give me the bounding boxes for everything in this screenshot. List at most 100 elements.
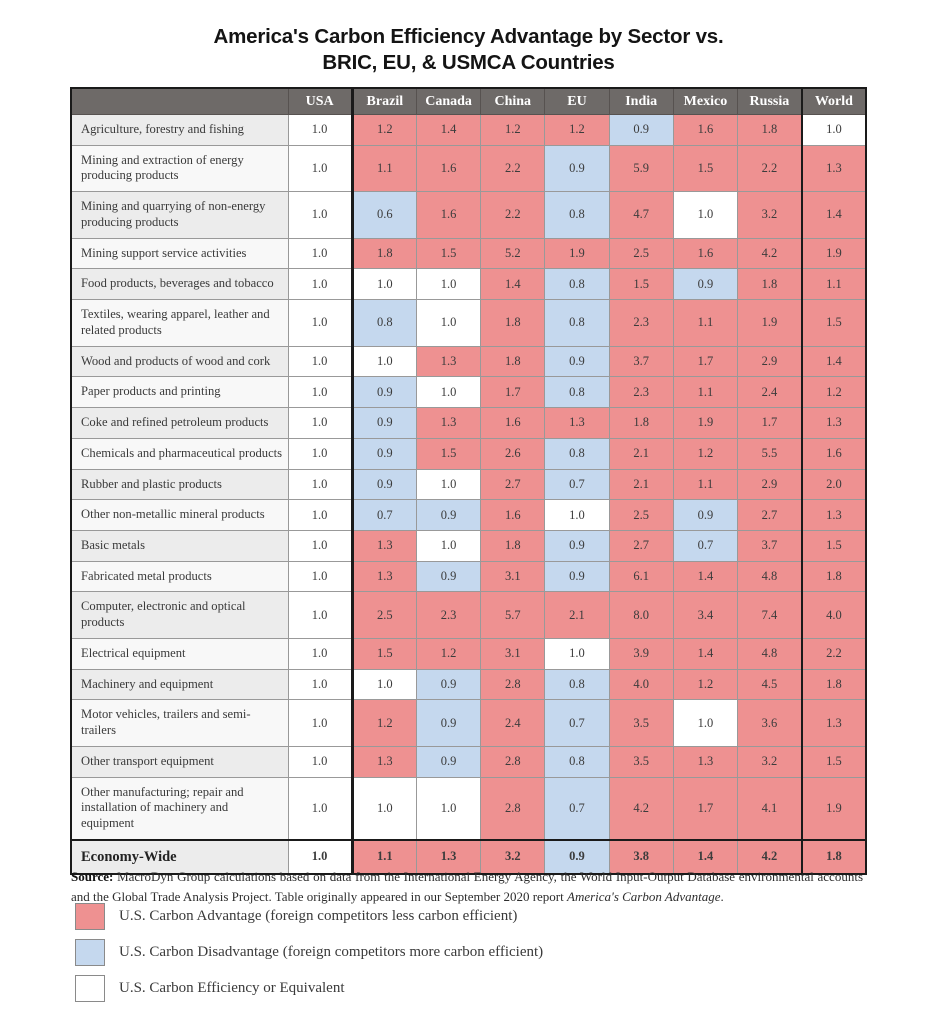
value-cell-mexico: 3.4 bbox=[672, 591, 739, 639]
value-cell-mexico: 1.1 bbox=[672, 299, 739, 347]
value-cell-mexico: 1.5 bbox=[672, 144, 739, 193]
value-cell-eu: 1.0 bbox=[544, 637, 610, 670]
value-cell-eu: 0.8 bbox=[544, 299, 610, 347]
source-note: Source: MacroDyn Group calculations base… bbox=[71, 867, 863, 906]
value-cell-usa: 1.0 bbox=[287, 668, 354, 701]
table-row: Mining and extraction of energy producin… bbox=[70, 144, 867, 193]
column-header-india: India bbox=[608, 87, 674, 115]
value-cell-india: 6.1 bbox=[608, 560, 674, 593]
value-cell-mexico: 1.9 bbox=[672, 407, 739, 439]
value-cell-brazil: 1.0 bbox=[351, 668, 417, 701]
value-cell-india: 4.2 bbox=[608, 776, 674, 841]
value-cell-russia: 4.1 bbox=[737, 776, 803, 841]
value-cell-eu: 0.8 bbox=[544, 268, 610, 301]
value-cell-brazil: 0.8 bbox=[351, 299, 417, 347]
carbon-efficiency-table: USA Brazil Canada China EU India Mexico Russia W… bbox=[70, 87, 867, 875]
value-cell-india: 5.9 bbox=[608, 144, 674, 193]
source-text: MacroDyn Group calculations based on dat… bbox=[71, 869, 863, 904]
value-cell-eu: 0.7 bbox=[544, 776, 610, 841]
value-cell-world: 1.9 bbox=[801, 237, 867, 270]
legend-item-equivalent: U.S. Carbon Efficiency or Equivalent bbox=[75, 974, 543, 1002]
value-cell-eu: 0.9 bbox=[544, 345, 610, 378]
value-cell-china: 2.2 bbox=[480, 191, 546, 239]
value-cell-china: 5.7 bbox=[480, 591, 546, 639]
page-title-line1: America's Carbon Efficiency Advantage by… bbox=[213, 24, 724, 48]
table-row: Chemicals and pharmaceutical products 1.0… bbox=[70, 437, 867, 470]
source-label: Source: bbox=[71, 869, 114, 884]
value-cell-india: 1.5 bbox=[608, 268, 674, 301]
table-row: Other transport equipment 1.0 1.3 0.9 2.8 0.8… bbox=[70, 745, 867, 778]
value-cell-world: 1.8 bbox=[801, 668, 867, 701]
value-cell-eu: 1.3 bbox=[544, 407, 610, 439]
value-cell-world: 1.8 bbox=[801, 560, 867, 593]
value-cell-russia: 7.4 bbox=[737, 591, 803, 639]
value-cell-eu: 1.2 bbox=[544, 114, 610, 146]
value-cell-brazil: 1.3 bbox=[351, 745, 417, 778]
table-row-economy-wide: Economy-Wide 1.0 1.1 1.3 3.2 0.9 3.8 1.4 4.2 1.8 bbox=[70, 839, 867, 875]
value-cell-india: 0.9 bbox=[608, 114, 674, 146]
value-cell-brazil: 1.3 bbox=[351, 530, 417, 562]
legend-item-disadvantage: U.S. Carbon Disadvantage (foreign compet… bbox=[75, 938, 543, 966]
sector-label: Other manufacturing; repair and installa… bbox=[70, 776, 289, 841]
value-cell-china: 1.4 bbox=[480, 268, 546, 301]
table-row: Mining support service activities 1.0 1.8 1… bbox=[70, 237, 867, 270]
value-cell-brazil: 1.1 bbox=[351, 144, 417, 193]
value-cell-usa: 1.0 bbox=[287, 376, 354, 409]
value-cell-usa: 1.0 bbox=[287, 407, 354, 439]
sector-label: Wood and products of wood and cork bbox=[70, 345, 289, 378]
value-cell-usa: 1.0 bbox=[287, 637, 354, 670]
value-cell-india: 3.7 bbox=[608, 345, 674, 378]
table-row: Agriculture, forestry and fishing 1.0 1.2 1… bbox=[70, 114, 867, 146]
value-cell-china: 2.8 bbox=[480, 745, 546, 778]
value-cell-eu: 0.9 bbox=[544, 560, 610, 593]
value-cell-canada: 1.0 bbox=[415, 268, 482, 301]
value-cell-russia: 2.7 bbox=[737, 499, 803, 532]
value-cell-usa: 1.0 bbox=[287, 699, 354, 747]
value-cell-usa: 1.0 bbox=[287, 345, 354, 378]
column-header-world: World bbox=[801, 87, 867, 115]
value-cell-india: 4.7 bbox=[608, 191, 674, 239]
sector-label: Textiles, wearing apparel, leather and r… bbox=[70, 299, 289, 347]
value-cell-mexico: 1.3 bbox=[672, 745, 739, 778]
value-cell-canada: 1.6 bbox=[415, 144, 482, 193]
value-cell-brazil: 0.6 bbox=[351, 191, 417, 239]
value-cell-world: 1.1 bbox=[801, 268, 867, 301]
value-cell-canada: 1.3 bbox=[415, 345, 482, 378]
value-cell-canada: 1.0 bbox=[415, 299, 482, 347]
value-cell-world: 1.3 bbox=[801, 144, 867, 193]
legend-label: U.S. Carbon Disadvantage (foreign compet… bbox=[119, 943, 544, 960]
sector-label: Paper products and printing bbox=[70, 376, 289, 409]
sector-label: Coke and refined petroleum products bbox=[70, 407, 289, 439]
column-header-brazil: Brazil bbox=[351, 87, 417, 115]
value-cell-mexico: 1.0 bbox=[672, 191, 739, 239]
value-cell-china: 2.7 bbox=[480, 468, 546, 501]
value-cell-china: 2.6 bbox=[480, 437, 546, 470]
value-cell-canada: 0.9 bbox=[415, 560, 482, 593]
sector-label: Rubber and plastic products bbox=[70, 468, 289, 501]
sector-label: Chemicals and pharmaceutical products bbox=[70, 437, 289, 470]
table-body: Agriculture, forestry and fishing 1.0 1.2 1… bbox=[70, 114, 867, 875]
value-cell-canada: 0.9 bbox=[415, 668, 482, 701]
value-cell-usa: 1.0 bbox=[287, 530, 354, 562]
source-report-title: America's Carbon Advantage bbox=[567, 888, 721, 904]
value-cell-russia: 2.4 bbox=[737, 376, 803, 409]
value-cell-russia: 2.9 bbox=[737, 345, 803, 378]
value-cell-russia: 4.8 bbox=[737, 560, 803, 593]
column-header-usa: USA bbox=[287, 87, 354, 115]
value-cell-canada: 1.4 bbox=[415, 114, 482, 146]
value-cell-russia: 3.7 bbox=[737, 530, 803, 562]
column-header-china: China bbox=[480, 87, 546, 115]
value-cell-usa: 1.0 bbox=[287, 839, 354, 875]
value-cell-world: 2.2 bbox=[801, 637, 867, 670]
value-cell-mexico: 1.4 bbox=[672, 637, 739, 670]
value-cell-brazil: 1.3 bbox=[351, 560, 417, 593]
sector-label: Economy-Wide bbox=[70, 839, 289, 875]
table-row: Wood and products of wood and cork 1.0 1.0… bbox=[70, 345, 867, 378]
value-cell-canada: 0.9 bbox=[415, 745, 482, 778]
sector-label: Mining and quarrying of non-energy produ… bbox=[70, 191, 289, 239]
sector-label: Other transport equipment bbox=[70, 745, 289, 778]
value-cell-world: 1.9 bbox=[801, 776, 867, 841]
value-cell-canada: 1.2 bbox=[415, 637, 482, 670]
sector-label: Mining support service activities bbox=[70, 237, 289, 270]
table-row: Electrical equipment 1.0 1.5 1.2 3.1 1.0 3.9 1.… bbox=[70, 637, 867, 670]
